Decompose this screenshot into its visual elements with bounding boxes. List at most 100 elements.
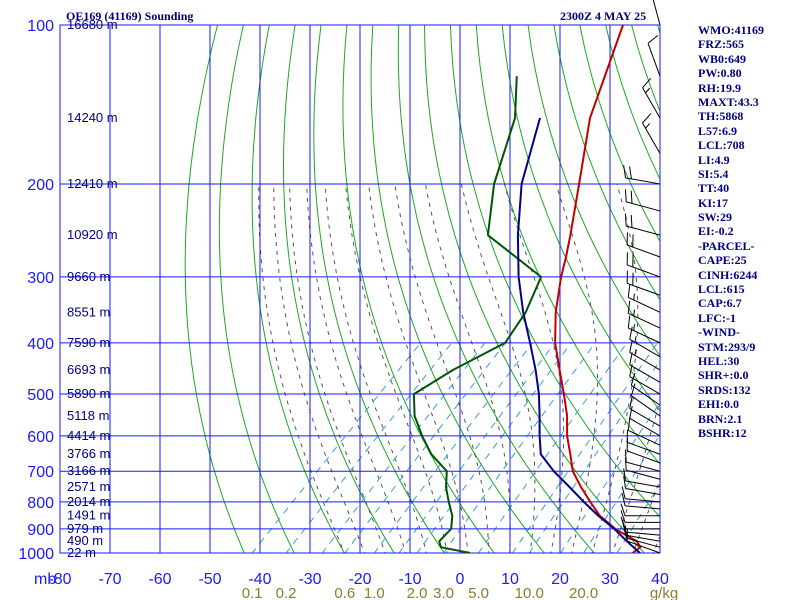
index-item: BSHR:12: [698, 425, 747, 440]
index-item: -WIND-: [698, 325, 740, 340]
mixing-ratio-label: 2.0: [407, 585, 428, 600]
height-label: 3766 m: [67, 446, 110, 461]
index-item: PW:0.80: [698, 66, 742, 81]
moist-adiabat-line: [306, 183, 407, 553]
pressure-tick-label: 100: [27, 18, 54, 35]
wind-barb: [630, 383, 661, 417]
mixing-ratio-line: [285, 342, 453, 553]
temperature-tick-label: -50: [198, 571, 221, 588]
moist-adiabat-line: [258, 183, 345, 553]
wind-barb: [624, 213, 661, 236]
index-item: EI:-0.2: [698, 224, 734, 239]
temperature-tick-label: 20: [551, 571, 569, 588]
mixing-ratio-line: [373, 342, 533, 553]
wind-barb: [647, 35, 661, 77]
moist-adiabat-line: [555, 183, 598, 553]
height-label: 14240 m: [67, 110, 118, 125]
dry-adiabat-line: [605, 25, 660, 181]
wind-barb: [623, 165, 661, 185]
temperature-tick-label: 10: [501, 571, 519, 588]
height-label: 2014 m: [67, 494, 110, 509]
moist-adiabat-line: [612, 398, 660, 553]
height-label: 490 m: [67, 533, 103, 548]
mixing-ratio-line: [616, 483, 660, 553]
moist-adiabat-line: [652, 534, 660, 553]
index-item: HEL:30: [698, 353, 740, 368]
pressure-tick-label: 500: [27, 387, 54, 404]
pressure-tick-label: 900: [27, 522, 54, 539]
wind-barb: [642, 77, 661, 119]
index-item: SI:5.4: [698, 166, 729, 181]
wind-barb: [620, 516, 660, 530]
profile-lines: [412, 25, 642, 553]
temperature-tick-labels: mb-80 -70 -60 -50 -40 -30 -20 -10 0 10 20 30 40: [34, 571, 669, 588]
wind-barb: [623, 468, 661, 488]
dry-adiabat-line: [449, 25, 660, 518]
moist-adiabat-line: [591, 183, 639, 553]
height-label: 9660 m: [67, 269, 110, 284]
height-label: 8551 m: [67, 304, 110, 319]
wind-barb: [626, 528, 661, 554]
index-item: SRDS:132: [698, 382, 751, 397]
index-item: CAP:6.7: [698, 296, 742, 311]
height-label: 2571 m: [67, 479, 110, 494]
mixing-ratio-line: [344, 342, 506, 553]
wind-barb: [642, 113, 661, 154]
index-item: SW:29: [698, 210, 733, 225]
dry-adiabat-line: [370, 25, 545, 553]
index-item: CAPE:25: [698, 253, 747, 268]
dry-adiabat-line: [579, 25, 660, 243]
wind-barb: [629, 339, 661, 371]
index-item: L57:6.9: [698, 123, 737, 138]
wind-barb: [629, 352, 661, 383]
dry-adiabat-line: [283, 25, 395, 553]
wind-barb: [621, 486, 661, 503]
index-item: MAXT:43.3: [698, 94, 759, 109]
temperature-tick-label: -30: [298, 571, 321, 588]
moist-adiabat-line: [324, 183, 427, 553]
height-label: 5118 m: [67, 408, 109, 423]
temperature-tick-label: -20: [348, 571, 371, 588]
moist-adiabat-line: [345, 183, 448, 553]
height-label: 10920 m: [67, 227, 118, 242]
wind-barb: [627, 417, 661, 446]
dry-adiabat-line: [218, 25, 295, 553]
height-label: 5890 m: [67, 386, 110, 401]
dewpoint-profile-line: [412, 76, 543, 553]
index-item: WMO:41169: [698, 23, 764, 37]
wind-barb: [621, 493, 661, 510]
index-item: LI:4.9: [698, 152, 730, 167]
mixing-ratio-label: 1.0: [364, 585, 385, 600]
wind-barb: [629, 326, 661, 358]
mixing-ratio-line: [560, 401, 660, 553]
index-item: LFC:-1: [698, 310, 736, 325]
moist-adiabat-line: [460, 183, 536, 553]
index-item: CINH:6244: [698, 267, 758, 282]
height-label: 22 m: [67, 545, 96, 560]
moist-adiabat-line: [394, 183, 490, 553]
pressure-tick-label: 400: [27, 336, 54, 353]
index-item: TT:40: [698, 181, 730, 196]
mixing-ratio-lines: [251, 342, 660, 553]
dry-adiabats: [184, 25, 698, 553]
wind-barb: [624, 449, 661, 472]
mixing-ratio-line: [321, 342, 486, 553]
mixing-ratio-label: 5.0: [468, 585, 489, 600]
index-item: LCL:708: [698, 138, 745, 153]
dry-adiabat-line: [251, 25, 345, 553]
plot-frame: [59, 24, 661, 554]
height-label: 4414 m: [67, 428, 110, 443]
index-item: -PARCEL-: [698, 238, 755, 253]
index-item: BRN:2.1: [698, 411, 743, 426]
wind-barb: [626, 252, 661, 278]
height-label: 1491 m: [67, 508, 110, 523]
dry-adiabat-line: [683, 25, 698, 67]
wind-barb: [624, 189, 661, 212]
moist-adiabat-line: [368, 183, 469, 553]
dry-adiabat-line: [313, 25, 445, 553]
moist-adiabat-line: [273, 183, 366, 553]
wind-barb: [627, 300, 661, 329]
dry-adiabat-line: [475, 25, 660, 465]
wind-barb: [627, 315, 661, 344]
